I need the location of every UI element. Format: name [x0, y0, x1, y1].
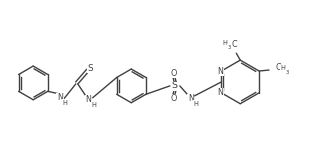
Text: N: N — [188, 94, 194, 103]
Text: N: N — [86, 95, 92, 104]
Text: H: H — [91, 102, 96, 108]
Text: O: O — [171, 94, 177, 103]
Text: O: O — [171, 69, 177, 78]
Text: C: C — [232, 40, 237, 49]
Text: H: H — [62, 100, 67, 106]
Text: S: S — [172, 81, 178, 90]
Text: H: H — [193, 101, 198, 107]
Text: N: N — [217, 88, 223, 97]
Text: H: H — [222, 40, 227, 46]
Text: C: C — [275, 63, 281, 72]
Text: 3: 3 — [228, 45, 231, 50]
Text: 3: 3 — [285, 70, 289, 75]
Text: H: H — [280, 65, 285, 71]
Text: S: S — [88, 63, 93, 73]
Text: N: N — [57, 93, 63, 102]
Text: N: N — [217, 67, 223, 75]
